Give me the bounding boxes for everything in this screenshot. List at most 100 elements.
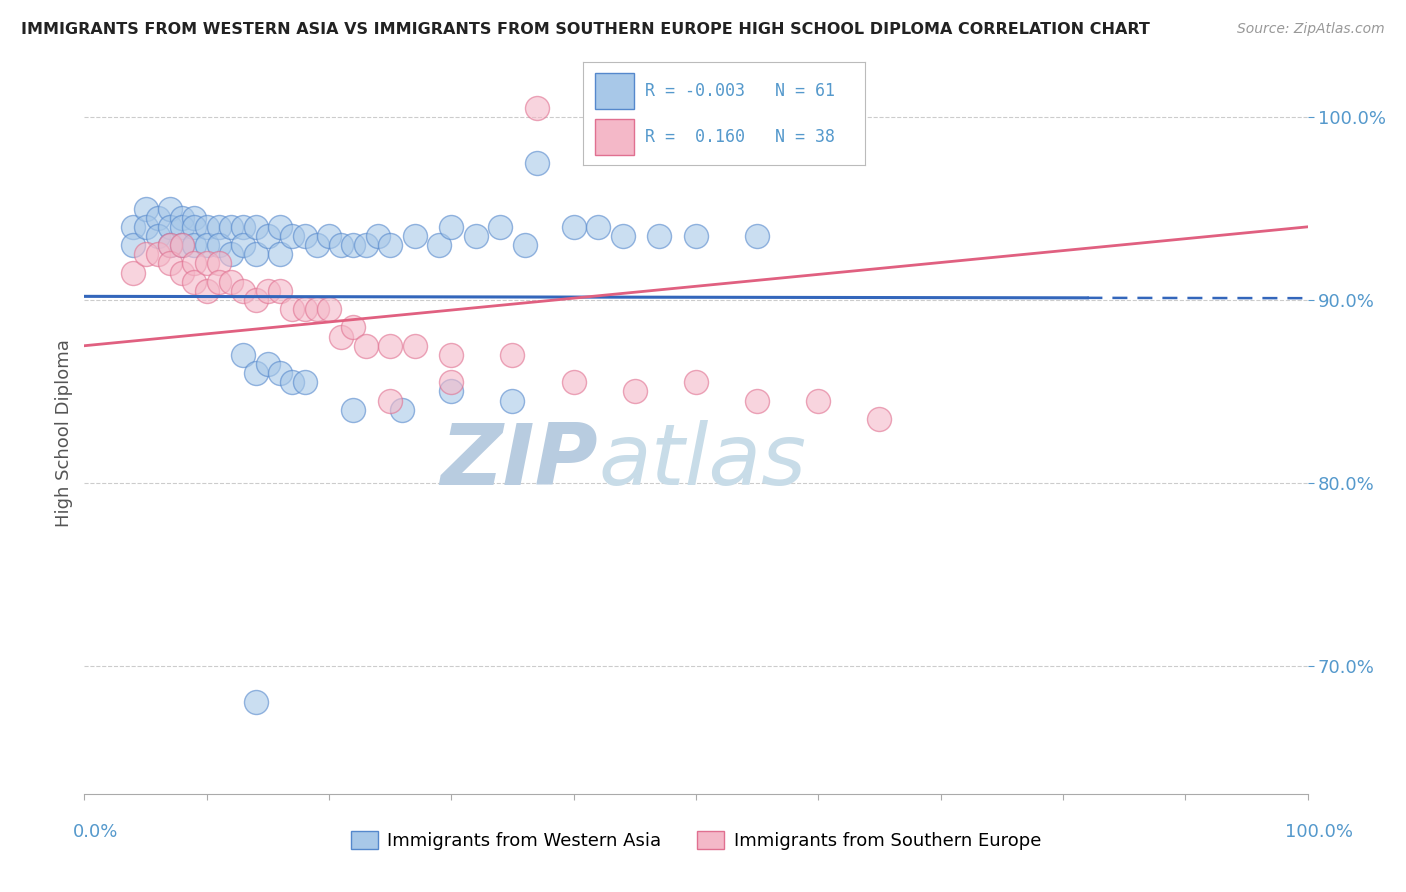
Point <box>342 238 364 252</box>
Y-axis label: High School Diploma: High School Diploma <box>55 339 73 526</box>
Point <box>367 229 389 244</box>
Text: R = -0.003   N = 61: R = -0.003 N = 61 <box>645 82 835 100</box>
Point <box>869 412 891 426</box>
Point <box>354 238 377 252</box>
Point <box>502 393 524 408</box>
Point <box>685 229 707 244</box>
Point <box>685 376 707 390</box>
Point <box>586 219 609 234</box>
Point <box>747 229 769 244</box>
Text: ZIP: ZIP <box>440 420 598 503</box>
Point <box>440 384 463 399</box>
Point <box>159 219 181 234</box>
Point <box>269 219 291 234</box>
Point <box>208 238 231 252</box>
Point <box>294 229 316 244</box>
Point <box>305 302 328 317</box>
Point <box>208 256 231 270</box>
Point <box>747 393 769 408</box>
Point <box>440 348 463 362</box>
Point <box>526 101 548 115</box>
Point <box>294 376 316 390</box>
Point <box>305 238 328 252</box>
Point <box>122 219 145 234</box>
Point <box>380 339 402 353</box>
Point <box>257 229 280 244</box>
Point <box>354 339 377 353</box>
Point <box>146 247 169 261</box>
Text: 100.0%: 100.0% <box>1285 822 1353 840</box>
Point <box>135 202 157 216</box>
Point <box>562 376 585 390</box>
Point <box>245 293 267 307</box>
Text: atlas: atlas <box>598 420 806 503</box>
Point <box>232 348 254 362</box>
Point <box>318 229 340 244</box>
Point <box>245 219 267 234</box>
Point <box>195 219 218 234</box>
Point <box>294 302 316 317</box>
Point <box>135 219 157 234</box>
Point <box>208 275 231 289</box>
Point <box>245 247 267 261</box>
Point <box>122 238 145 252</box>
Point <box>219 275 242 289</box>
Point <box>269 247 291 261</box>
Point <box>257 284 280 298</box>
Point <box>135 247 157 261</box>
Point <box>159 238 181 252</box>
Point <box>172 238 194 252</box>
Point <box>208 219 231 234</box>
Text: 0.0%: 0.0% <box>73 822 118 840</box>
Point <box>648 229 671 244</box>
Point <box>502 348 524 362</box>
Point <box>342 402 364 417</box>
Point <box>183 219 205 234</box>
Text: R =  0.160   N = 38: R = 0.160 N = 38 <box>645 128 835 145</box>
Point <box>122 266 145 280</box>
Point <box>489 219 512 234</box>
Point <box>612 229 634 244</box>
Bar <box>595 73 634 109</box>
Point <box>183 211 205 225</box>
Text: Source: ZipAtlas.com: Source: ZipAtlas.com <box>1237 22 1385 37</box>
Legend: Immigrants from Western Asia, Immigrants from Southern Europe: Immigrants from Western Asia, Immigrants… <box>344 823 1047 857</box>
Point <box>146 229 169 244</box>
Point <box>245 695 267 709</box>
Point <box>269 366 291 380</box>
Point <box>624 384 647 399</box>
Point <box>172 219 194 234</box>
Point <box>183 238 205 252</box>
Point <box>195 284 218 298</box>
Point <box>807 393 830 408</box>
Point <box>281 376 304 390</box>
Point <box>330 329 353 343</box>
Point <box>146 211 169 225</box>
Point <box>172 211 194 225</box>
Point <box>440 376 463 390</box>
Point <box>391 402 413 417</box>
Text: IMMIGRANTS FROM WESTERN ASIA VS IMMIGRANTS FROM SOUTHERN EUROPE HIGH SCHOOL DIPL: IMMIGRANTS FROM WESTERN ASIA VS IMMIGRAN… <box>21 22 1150 37</box>
Bar <box>595 119 634 155</box>
Point <box>380 238 402 252</box>
Point <box>159 238 181 252</box>
Point <box>172 238 194 252</box>
Point <box>219 219 242 234</box>
Point <box>269 284 291 298</box>
Point <box>245 366 267 380</box>
Point <box>183 275 205 289</box>
Point <box>464 229 486 244</box>
Point <box>232 219 254 234</box>
Point <box>195 238 218 252</box>
Point <box>219 247 242 261</box>
Point <box>342 320 364 334</box>
Point <box>195 256 218 270</box>
Point <box>281 229 304 244</box>
Point <box>159 256 181 270</box>
Point <box>257 357 280 371</box>
Point <box>232 238 254 252</box>
Point <box>562 219 585 234</box>
Point <box>172 266 194 280</box>
Point <box>281 302 304 317</box>
Point <box>526 156 548 170</box>
